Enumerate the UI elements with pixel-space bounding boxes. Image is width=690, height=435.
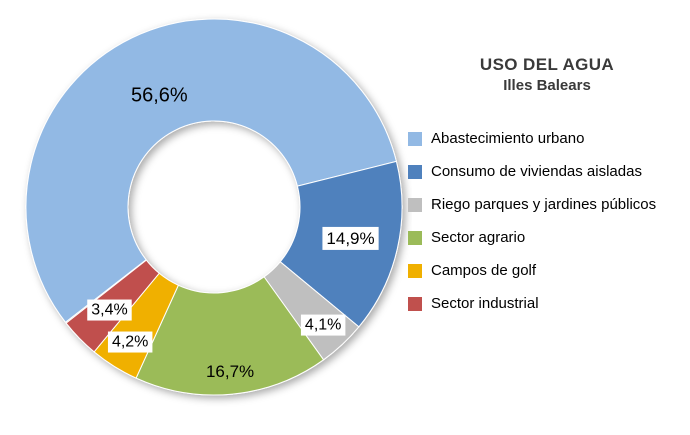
legend-swatch-4 <box>408 263 422 278</box>
donut-slice-0 <box>25 18 397 323</box>
legend-item-1: Consumo de viviendas aisladas <box>408 163 686 180</box>
legend-label-2: Riego parques y jardines públicos <box>431 196 657 213</box>
legend-swatch-3 <box>408 230 422 245</box>
slice-label-3: 16,7% <box>206 362 254 381</box>
legend-label-4: Campos de golf <box>431 262 537 279</box>
legend: Abastecimiento urbano Consumo de vivienda… <box>408 130 686 312</box>
legend-swatch-5 <box>408 296 422 311</box>
legend-panel: USO DEL AGUA Illes Balears Abastecimient… <box>408 0 686 435</box>
slice-label-bg-4 <box>107 331 153 353</box>
donut-slice-3 <box>135 276 325 396</box>
legend-item-2: Riego parques y jardines públicos <box>408 196 686 213</box>
donut-chart-svg: 56,6% 14,9% 4,1% 16,7% 4,2% 3,4% <box>25 18 403 396</box>
legend-swatch-2 <box>408 197 422 212</box>
legend-label-1: Consumo de viviendas aisladas <box>431 163 642 180</box>
slice-label-1: 14,9% <box>326 229 374 248</box>
slice-label-5: 3,4% <box>91 302 127 319</box>
slice-label-4: 4,2% <box>112 334 148 351</box>
chart-title: USO DEL AGUA <box>479 55 615 74</box>
slice-label-bg-5 <box>87 299 132 321</box>
slice-label-bg-2 <box>300 314 346 336</box>
legend-item-4: Campos de golf <box>408 262 686 279</box>
legend-swatch-1 <box>408 164 422 179</box>
slice-label-0: 56,6% <box>131 85 188 107</box>
legend-label-0: Abastecimiento urbano <box>431 130 585 147</box>
legend-swatch-0 <box>408 131 422 146</box>
legend-label-5: Sector industrial <box>431 295 539 312</box>
legend-item-3: Sector agrario <box>408 229 686 246</box>
donut-labels-group: 56,6% 14,9% 4,1% 16,7% 4,2% 3,4% <box>87 85 379 381</box>
legend-item-0: Abastecimiento urbano <box>408 130 686 147</box>
chart-subtitle: Illes Balears <box>503 77 591 94</box>
slice-label-bg-1 <box>322 226 379 250</box>
donut-slices-group <box>25 18 403 396</box>
legend-label-3: Sector agrario <box>431 229 526 246</box>
slice-label-2: 4,1% <box>305 317 341 334</box>
legend-item-5: Sector industrial <box>408 295 686 312</box>
